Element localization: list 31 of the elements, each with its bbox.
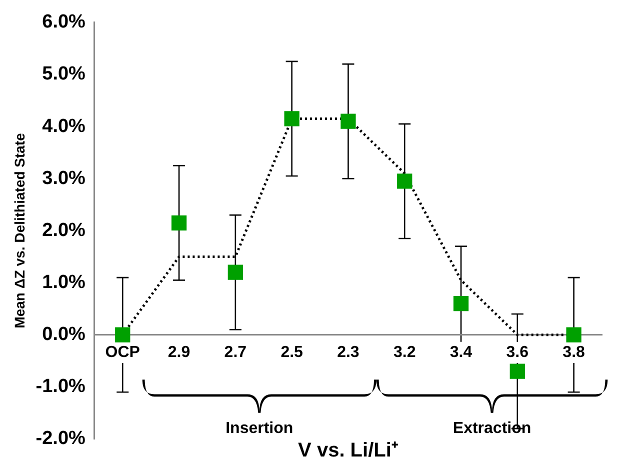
y-tick-label: 1.0% <box>42 272 86 294</box>
x-tick-label: 3.6 <box>506 344 529 361</box>
point <box>228 264 243 280</box>
x-tick-label: 3.4 <box>450 344 472 361</box>
y-tick-label: 4.0% <box>42 116 86 137</box>
x-tick-label: 2.3 <box>337 344 360 361</box>
x-tick-label: 2.7 <box>224 344 247 361</box>
y-tick-label: 2.0% <box>42 220 86 241</box>
y-tick-label: 6.0% <box>42 12 86 33</box>
point <box>566 327 582 342</box>
point <box>397 174 412 189</box>
point <box>510 364 525 379</box>
x-tick-label: 3.2 <box>393 344 416 361</box>
y-tick-label: -2.0% <box>36 428 86 450</box>
y-tick-label: 5.0% <box>42 64 86 85</box>
x-tick-label: 3.8 <box>562 344 586 361</box>
x-tick-label: 2.5 <box>280 344 304 361</box>
x-axis-title: V vs. Li/Li⁺ <box>298 440 398 462</box>
x-tick-label: OCP <box>105 344 140 361</box>
y-tick-label: -1.0% <box>36 376 86 398</box>
point <box>171 215 187 230</box>
annotation: Insertion <box>226 420 294 437</box>
y-tick-label: 0.0% <box>42 324 86 346</box>
point <box>340 114 356 129</box>
x-tick-label: 2.9 <box>168 344 190 361</box>
y-tick-label: 3.0% <box>42 168 86 189</box>
point <box>115 327 130 342</box>
y-axis-title: Mean ΔZ vs. Delithiated State <box>11 132 28 328</box>
annotation: Extraction <box>452 420 532 437</box>
point <box>453 296 469 312</box>
point <box>284 111 300 126</box>
